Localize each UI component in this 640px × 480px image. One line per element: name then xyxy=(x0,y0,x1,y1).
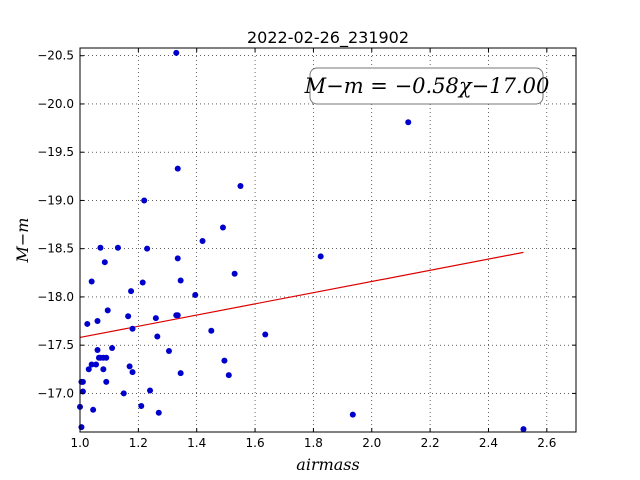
data-point xyxy=(120,390,127,397)
x-tick-label: 2.0 xyxy=(362,436,381,450)
y-tick-label: −19.0 xyxy=(37,193,74,207)
data-point xyxy=(141,197,148,204)
data-point xyxy=(94,318,101,325)
y-tick-label: −20.5 xyxy=(37,49,74,63)
data-point xyxy=(155,409,162,416)
plot-frame xyxy=(79,47,577,433)
data-point xyxy=(144,245,151,252)
data-point xyxy=(225,372,232,379)
x-tick-label: 2.6 xyxy=(537,436,556,450)
x-axis-label: airmass xyxy=(296,455,359,474)
data-point xyxy=(520,426,527,433)
data-point xyxy=(84,320,91,327)
data-point xyxy=(104,307,111,314)
x-tick-label: 1.4 xyxy=(187,436,206,450)
data-point xyxy=(173,312,180,319)
data-point xyxy=(94,346,101,353)
y-axis-label: M−m xyxy=(13,218,32,264)
data-point xyxy=(221,357,228,364)
y-tick-label: −18.5 xyxy=(37,242,74,256)
data-point xyxy=(219,224,226,231)
data-point xyxy=(103,378,110,385)
x-tick-label: 2.4 xyxy=(479,436,498,450)
grid xyxy=(79,48,576,432)
data-point xyxy=(93,361,100,368)
data-point xyxy=(88,361,95,368)
data-point xyxy=(126,363,133,370)
fit-line xyxy=(79,251,524,339)
data-point xyxy=(109,345,116,352)
data-point xyxy=(128,288,135,295)
data-point xyxy=(90,406,97,413)
data-point xyxy=(177,370,184,377)
annotation-text: M−m = −0.58χ−17.00 xyxy=(304,74,550,98)
fit-line-layer xyxy=(79,251,524,339)
data-point xyxy=(317,253,324,260)
x-axis-ticks: 1.0 1.2 1.4 1.6 1.8 2.0 2.2 2.4 2.6 xyxy=(70,48,556,450)
data-point xyxy=(349,411,356,418)
data-point xyxy=(154,333,161,340)
data-point xyxy=(85,366,92,373)
data-point xyxy=(79,378,86,385)
data-point xyxy=(177,277,184,284)
data-point xyxy=(152,315,159,322)
x-tick-label: 1.0 xyxy=(70,436,89,450)
y-tick-label: −20.0 xyxy=(37,97,74,111)
data-point xyxy=(95,354,102,361)
data-point xyxy=(199,237,206,244)
x-tick-label: 2.2 xyxy=(421,436,440,450)
data-point xyxy=(129,369,136,376)
y-tick-label: −18.0 xyxy=(37,290,74,304)
data-point xyxy=(125,313,132,320)
data-point xyxy=(231,270,238,277)
data-point xyxy=(139,279,146,286)
data-point xyxy=(97,244,104,251)
y-tick-label: −17.5 xyxy=(37,338,74,352)
data-point xyxy=(208,327,215,334)
data-points xyxy=(77,49,527,433)
annotation-box xyxy=(309,67,544,105)
data-point xyxy=(88,278,95,285)
data-point xyxy=(174,165,181,172)
data-point xyxy=(138,402,145,409)
data-point xyxy=(192,291,199,298)
x-tick-label: 1.2 xyxy=(129,436,148,450)
data-point xyxy=(103,354,110,361)
data-point xyxy=(237,182,244,189)
y-axis-ticks: −17.0 −17.5 −18.0 −18.5 −19.0 −19.5 −20.0 −20.5 xyxy=(37,49,576,400)
x-tick-label: 1.8 xyxy=(304,436,323,450)
data-point xyxy=(405,119,412,126)
data-point xyxy=(100,366,107,373)
y-tick-label: −17.0 xyxy=(37,386,74,400)
data-point xyxy=(129,325,136,332)
chart-title: 2022-02-26_231902 xyxy=(247,28,409,48)
data-point xyxy=(174,255,181,262)
data-point xyxy=(147,387,154,394)
data-point xyxy=(165,347,172,354)
data-point xyxy=(101,259,108,266)
fit-equation-annotation: M−m = −0.58χ−17.00 xyxy=(304,67,550,105)
y-tick-label: −19.5 xyxy=(37,145,74,159)
data-point xyxy=(114,244,121,251)
x-tick-label: 1.6 xyxy=(246,436,265,450)
data-point xyxy=(78,424,85,431)
data-point xyxy=(262,331,269,338)
data-point xyxy=(173,49,180,56)
